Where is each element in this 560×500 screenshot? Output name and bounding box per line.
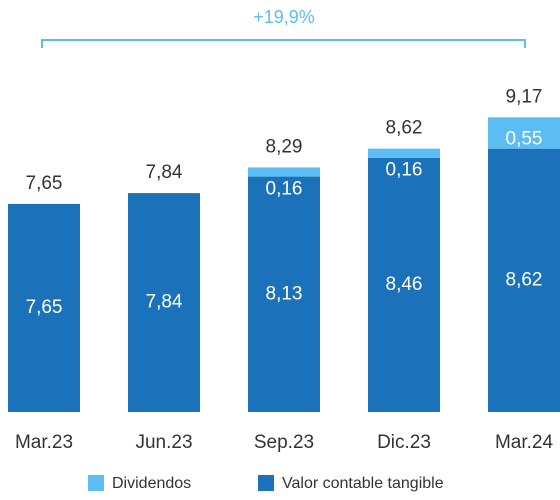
legend-label: Valor contable tangible bbox=[282, 475, 444, 492]
bar-segment bbox=[248, 176, 320, 412]
x-tick-label: Dic.23 bbox=[377, 432, 431, 453]
x-tick-label: Mar.23 bbox=[15, 432, 73, 453]
value-label: 8,62 bbox=[506, 269, 543, 290]
value-label: 7,65 bbox=[26, 297, 63, 318]
growth-bracket bbox=[41, 39, 526, 48]
total-label: 8,62 bbox=[386, 118, 423, 139]
value-label: 8,46 bbox=[386, 274, 423, 295]
value-label: 8,13 bbox=[266, 283, 303, 304]
bar-segment bbox=[488, 148, 560, 412]
value-label: 0,16 bbox=[266, 178, 303, 199]
legend-swatch bbox=[88, 475, 104, 491]
x-tick-label: Mar.24 bbox=[495, 432, 554, 453]
total-label: 7,65 bbox=[26, 173, 63, 194]
bar-segment bbox=[368, 157, 440, 412]
value-label: 0,16 bbox=[386, 160, 423, 181]
bar-segment bbox=[8, 203, 80, 412]
bar-segment bbox=[368, 148, 440, 158]
legend-label: Dividendos bbox=[112, 475, 191, 492]
bar-segment bbox=[248, 167, 320, 177]
value-label: 0,55 bbox=[506, 128, 543, 149]
growth-annotation: +19,9% bbox=[253, 7, 315, 27]
bar-segment bbox=[128, 193, 200, 412]
x-tick-label: Sep.23 bbox=[254, 432, 314, 453]
total-label: 8,29 bbox=[266, 136, 303, 157]
total-label: 7,84 bbox=[146, 162, 183, 183]
bar-segment bbox=[488, 117, 560, 149]
total-label: 9,17 bbox=[506, 86, 543, 107]
value-label: 7,84 bbox=[146, 292, 183, 313]
x-tick-label: Jun.23 bbox=[135, 432, 192, 453]
legend-swatch bbox=[258, 475, 274, 491]
